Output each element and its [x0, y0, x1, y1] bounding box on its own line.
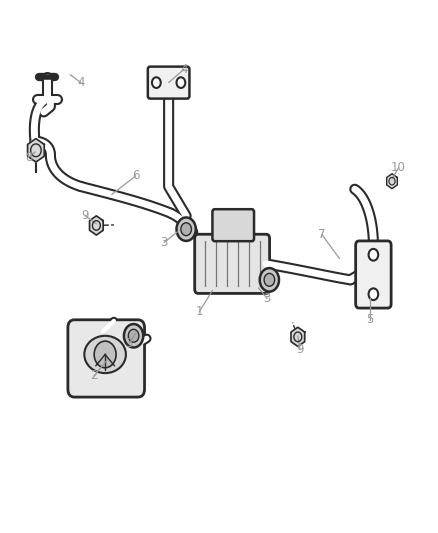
- Ellipse shape: [84, 336, 126, 373]
- Circle shape: [177, 217, 196, 241]
- Text: 9: 9: [81, 209, 89, 222]
- FancyBboxPatch shape: [212, 209, 254, 241]
- Text: 4: 4: [180, 63, 188, 76]
- Circle shape: [152, 77, 161, 88]
- Text: 3: 3: [126, 337, 133, 350]
- Polygon shape: [28, 139, 44, 162]
- Text: 8: 8: [25, 151, 32, 164]
- Circle shape: [368, 288, 378, 300]
- Polygon shape: [387, 174, 397, 189]
- FancyBboxPatch shape: [68, 320, 145, 397]
- FancyBboxPatch shape: [148, 67, 189, 99]
- Text: 3: 3: [264, 292, 271, 305]
- Text: 9: 9: [296, 343, 304, 356]
- Text: 1: 1: [195, 305, 203, 318]
- Text: 5: 5: [367, 313, 374, 326]
- Polygon shape: [89, 216, 103, 235]
- Circle shape: [264, 273, 275, 286]
- Text: 7: 7: [318, 228, 326, 241]
- Text: 6: 6: [132, 169, 140, 182]
- Text: 3: 3: [161, 236, 168, 249]
- Circle shape: [260, 268, 279, 292]
- Text: 2: 2: [90, 369, 98, 382]
- Polygon shape: [291, 327, 305, 346]
- Circle shape: [177, 77, 185, 88]
- FancyBboxPatch shape: [356, 241, 391, 308]
- Circle shape: [368, 249, 378, 261]
- Text: 4: 4: [77, 76, 85, 89]
- Text: 10: 10: [391, 161, 406, 174]
- Circle shape: [128, 329, 139, 342]
- Circle shape: [94, 341, 116, 368]
- FancyBboxPatch shape: [194, 235, 269, 293]
- Circle shape: [124, 324, 143, 348]
- Circle shape: [181, 223, 191, 236]
